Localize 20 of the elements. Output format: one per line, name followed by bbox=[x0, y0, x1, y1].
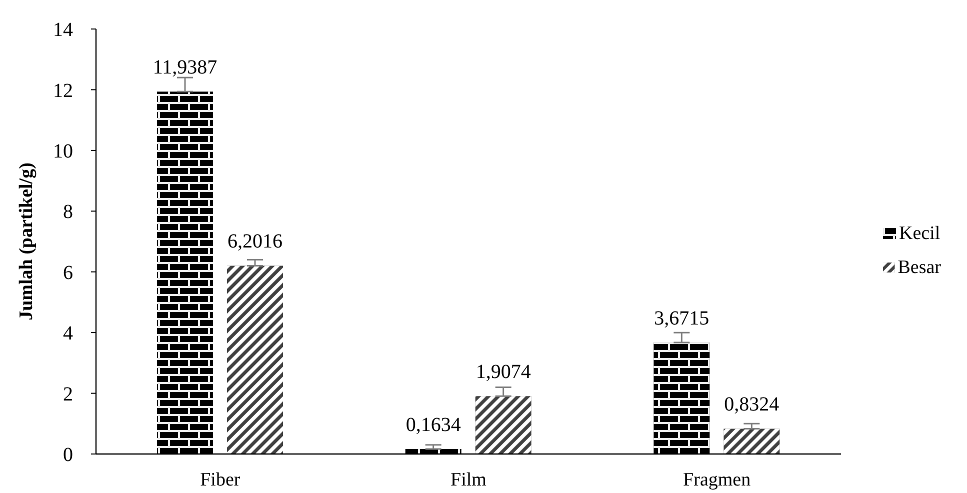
y-axis-title: Jumlah (partikel/g) bbox=[16, 162, 36, 320]
y-tick-label: 10 bbox=[53, 140, 73, 163]
x-tick-label: Film bbox=[450, 469, 487, 490]
x-tick-label: Fragmen bbox=[683, 469, 752, 490]
data-label: 6,2016 bbox=[228, 230, 282, 253]
data-label: 1,9074 bbox=[476, 361, 531, 384]
data-label: 3,6715 bbox=[654, 308, 710, 330]
data-label: 11,9387 bbox=[152, 56, 218, 79]
data-label: 0,8324 bbox=[724, 394, 780, 416]
y-tick-label: 12 bbox=[53, 80, 73, 102]
legend-label: Besar bbox=[898, 256, 941, 278]
y-tick-label: 8 bbox=[63, 201, 73, 224]
legend-label: Kecil bbox=[899, 222, 940, 244]
y-tick-label: 0 bbox=[63, 444, 73, 466]
y-tick-label: 6 bbox=[63, 262, 73, 284]
x-tick-label: Fiber bbox=[200, 469, 241, 490]
y-tick-label: 4 bbox=[63, 322, 73, 345]
data-label: 0,1634 bbox=[406, 414, 461, 436]
y-tick-label: 14 bbox=[53, 19, 73, 42]
y-tick-label: 2 bbox=[63, 383, 73, 406]
